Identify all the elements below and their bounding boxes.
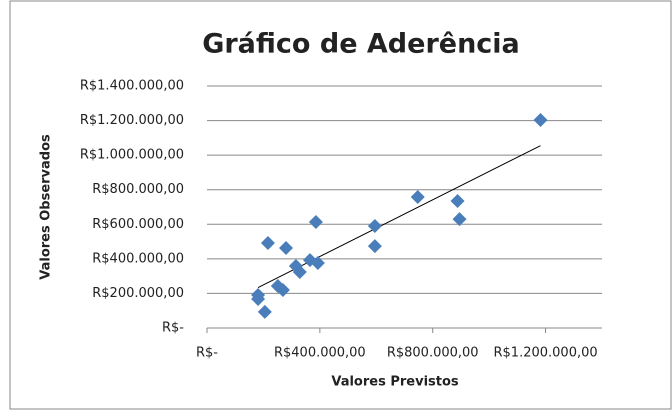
x-tick-label: R$400.000,00	[274, 346, 366, 361]
y-tick-label: R$800.000,00	[92, 182, 184, 197]
point	[257, 304, 272, 319]
y-tick-label: R$-	[162, 321, 184, 336]
point	[275, 282, 290, 297]
point	[279, 240, 293, 255]
point	[251, 291, 266, 306]
x-tick-label: R$800.000,00	[387, 346, 479, 361]
y-tick-label: R$1.400.000,00	[80, 79, 184, 94]
x-axis-label: Valores Previstos	[331, 375, 459, 390]
y-tick-label: R$400.000,00	[92, 251, 184, 266]
point	[292, 264, 307, 279]
point	[367, 239, 382, 254]
y-tick-label: R$1.200.000,00	[80, 113, 184, 128]
point	[302, 253, 317, 268]
chart-frame	[9, 0, 672, 410]
point	[450, 193, 465, 208]
point	[367, 219, 382, 234]
x-tick-label: R$1.200.000,00	[494, 346, 598, 361]
chart-title: Gráfico de Aderência	[202, 29, 520, 60]
y-tick-label: R$1.000.000,00	[80, 148, 184, 163]
x-tick-label: R$-	[196, 346, 218, 361]
y-tick-label: R$600.000,00	[92, 217, 184, 232]
y-tick-label: R$200.000,00	[92, 286, 184, 301]
trendline	[257, 145, 541, 288]
point	[410, 189, 425, 204]
point	[308, 215, 323, 230]
point	[533, 113, 548, 128]
point	[452, 212, 467, 227]
point	[260, 235, 275, 250]
y-axis-label: Valores Observados	[39, 134, 54, 280]
